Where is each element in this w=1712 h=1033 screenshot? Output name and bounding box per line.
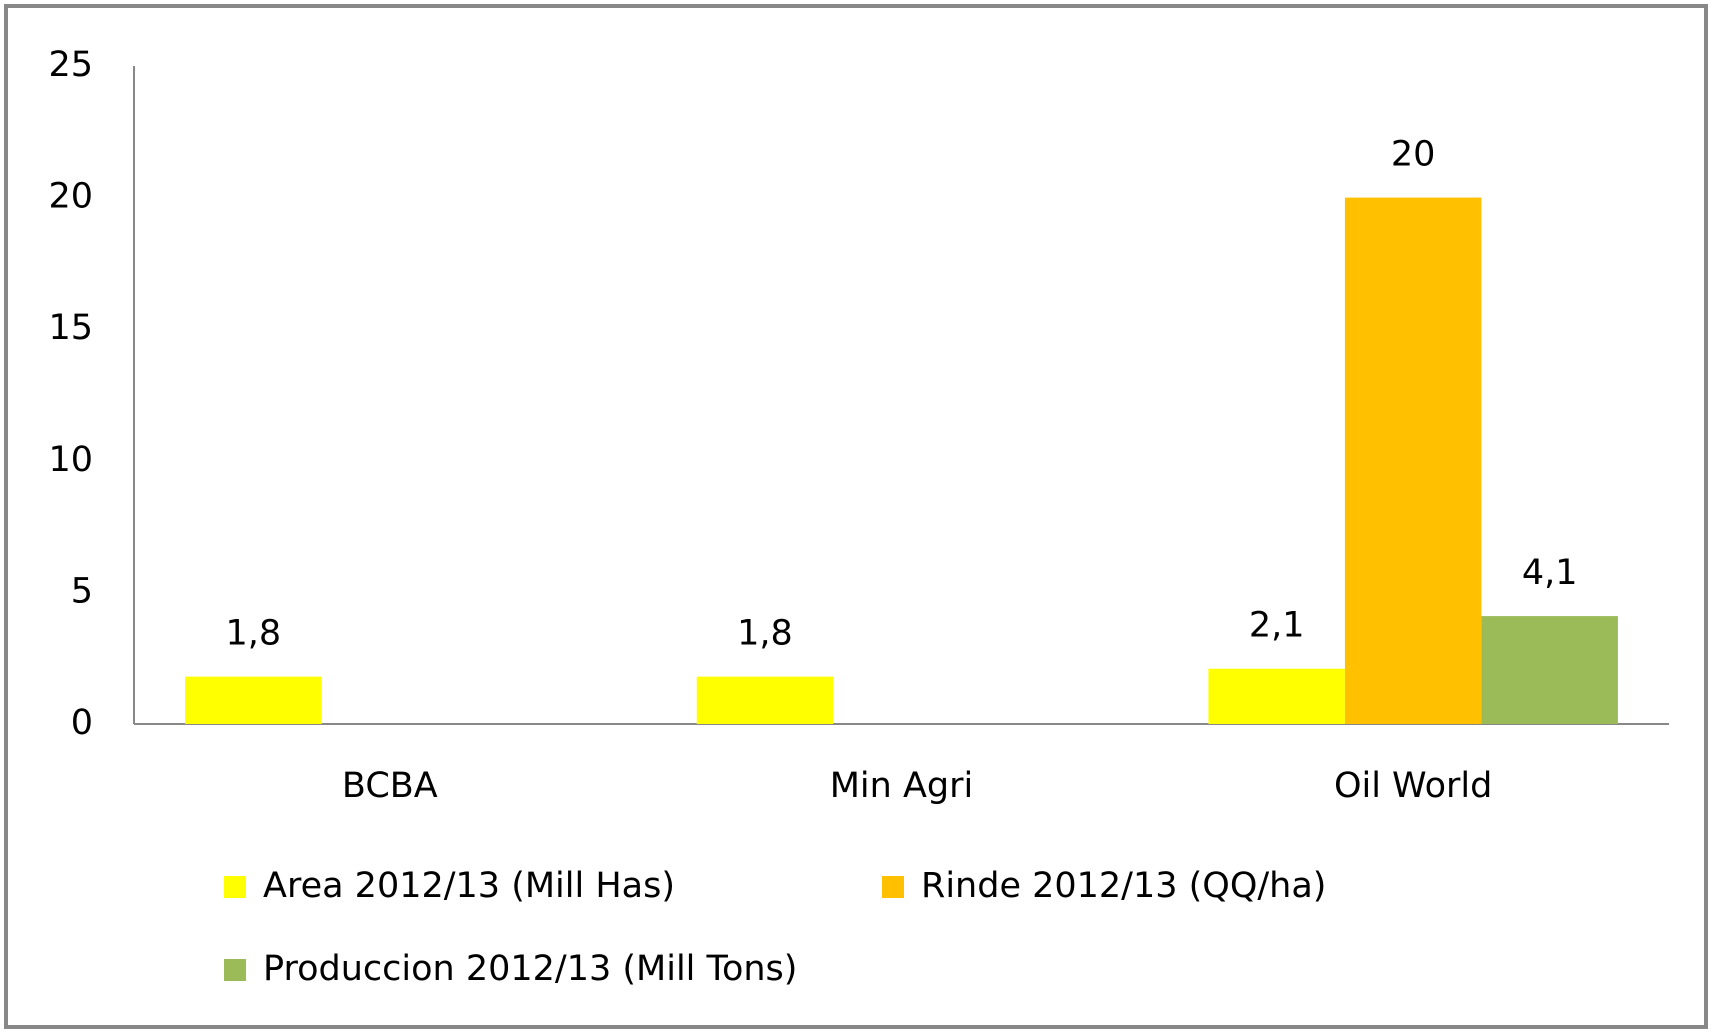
legend-swatch xyxy=(224,959,246,981)
legend-label: Produccion 2012/13 (Mill Tons) xyxy=(263,949,797,989)
data-label: 1,8 xyxy=(225,614,281,654)
data-label: 2,1 xyxy=(1249,606,1305,646)
x-tick-label: Oil World xyxy=(1334,766,1492,806)
y-tick-label: 15 xyxy=(48,308,93,348)
y-tick-label: 25 xyxy=(48,45,93,85)
y-tick-label: 5 xyxy=(71,571,93,611)
data-label: 1,8 xyxy=(737,614,793,654)
y-tick-label: 20 xyxy=(48,177,93,217)
x-tick-label: Min Agri xyxy=(830,766,974,806)
legend-swatch xyxy=(882,876,904,898)
data-label: 4,1 xyxy=(1522,553,1578,593)
bar xyxy=(1208,668,1345,724)
bar xyxy=(696,676,834,724)
legend-swatch xyxy=(224,876,246,898)
bar xyxy=(1344,197,1482,725)
y-tick-label: 10 xyxy=(48,440,93,480)
bar xyxy=(185,676,322,724)
legend-label: Rinde 2012/13 (QQ/ha) xyxy=(921,866,1326,906)
legend-label: Area 2012/13 (Mill Has) xyxy=(263,866,675,906)
data-label: 20 xyxy=(1391,135,1436,175)
bar xyxy=(1481,616,1618,724)
x-tick-label: BCBA xyxy=(342,766,438,806)
y-tick-label: 0 xyxy=(71,703,93,743)
